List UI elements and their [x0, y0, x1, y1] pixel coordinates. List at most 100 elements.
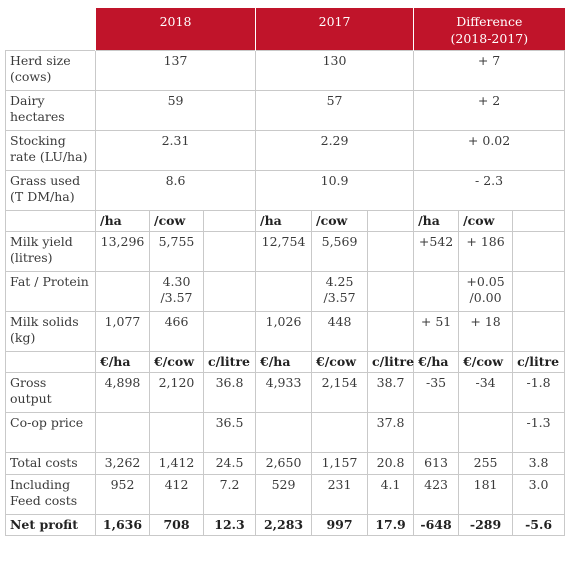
- table-cell: 4.25 /3.57: [311, 270, 369, 312]
- header-2018: 2018: [94, 8, 256, 50]
- table-cell: 952: [95, 473, 150, 515]
- header-2017: 2017: [255, 8, 414, 50]
- table-cell: 12,754: [255, 230, 313, 272]
- table-cell: [512, 310, 566, 352]
- table-cell: 4.1: [367, 473, 415, 515]
- table-cell: 466: [149, 310, 204, 352]
- table-row: Herd size (cows) 137 130 + 7: [5, 49, 566, 91]
- table-cell: 231: [311, 473, 369, 515]
- dairy-comparison-table: 2018 2017 Difference (2018-2017) Herd siz…: [5, 8, 566, 536]
- value-difference: + 2: [413, 89, 566, 131]
- net-profit-row: Net profit 1,636 708 12.3 2,283 997 17.9 -64…: [5, 513, 566, 536]
- value-2018: 137: [94, 49, 257, 91]
- table-cell: +0.05 /0.00: [458, 270, 514, 312]
- table-cell: [413, 411, 460, 453]
- table-cell: 7.2: [202, 473, 257, 515]
- table-cell: [255, 270, 313, 312]
- table-cell: [149, 411, 204, 453]
- table-row: Including Feed costs 952 412 7.2 529 231 4.1 42…: [5, 473, 566, 515]
- table-cell: -34: [458, 371, 514, 413]
- table-cell: + 186: [458, 230, 514, 272]
- table-cell: 3,262: [95, 451, 150, 475]
- table-cell: 613: [413, 451, 460, 475]
- table-row: Milk solids (kg) 1,077 466 1,026 448 + 51 + 18: [5, 310, 566, 352]
- table-cell: 4.30 /3.57: [149, 270, 204, 312]
- table-cell: 5,755: [149, 230, 204, 272]
- row-label: Fat / Protein: [5, 270, 96, 312]
- table-cell: [202, 270, 257, 312]
- table-row: Milk yield (litres) 13,296 5,755 12,754 5,56…: [5, 230, 566, 272]
- table-row: Gross output 4,898 2,120 36.8 4,933 2,154 38.7…: [5, 371, 566, 413]
- table-cell: [311, 411, 369, 453]
- table-cell: 529: [255, 473, 313, 515]
- table-cell: [95, 270, 150, 312]
- value-2018: 59: [94, 89, 257, 131]
- row-label: Milk yield (litres): [5, 230, 96, 272]
- table-cell: 2,154: [311, 371, 369, 413]
- table-cell: 37.8: [367, 411, 415, 453]
- table-cell: 2,650: [255, 451, 313, 475]
- table-cell: 448: [311, 310, 369, 352]
- table-cell: [367, 230, 415, 272]
- table-cell: + 18: [458, 310, 514, 352]
- row-label: Dairy hectares: [5, 89, 96, 131]
- table-row: Co-op price 36.5 37.8 -1.3: [5, 411, 566, 453]
- row-label: Gross output: [5, 371, 96, 413]
- table-cell: [95, 411, 150, 453]
- table-cell: 1,157: [311, 451, 369, 475]
- value-difference: + 7: [413, 49, 566, 91]
- row-label: Grass used (T DM/ha): [5, 169, 96, 211]
- milk-subheader-row: /ha/cow /ha/cow /ha/cow: [5, 209, 566, 232]
- table-cell: 20.8: [367, 451, 415, 475]
- year-header-row: 2018 2017 Difference (2018-2017): [5, 8, 565, 50]
- table-cell: -1.8: [512, 371, 566, 413]
- table-cell: [413, 270, 460, 312]
- table-cell: 255: [458, 451, 514, 475]
- table-row: Fat / Protein 4.30 /3.57 4.25 /3.57 +0.05 /…: [5, 270, 566, 312]
- table-cell: 5,569: [311, 230, 369, 272]
- table-cell: [512, 230, 566, 272]
- table-cell: [202, 230, 257, 272]
- table-cell: [512, 270, 566, 312]
- table-cell: [255, 411, 313, 453]
- table-cell: 412: [149, 473, 204, 515]
- table-cell: -1.3: [512, 411, 566, 453]
- row-label: Herd size (cows): [5, 49, 96, 91]
- table-cell: 36.8: [202, 371, 257, 413]
- row-label: Total costs: [5, 451, 96, 475]
- value-difference: - 2.3: [413, 169, 566, 211]
- row-label: Including Feed costs: [5, 473, 96, 515]
- table-row: Stocking rate (LU/ha) 2.31 2.29 + 0.02: [5, 129, 566, 171]
- table-cell: 2,120: [149, 371, 204, 413]
- table-cell: 1,077: [95, 310, 150, 352]
- table-cell: 3.8: [512, 451, 566, 475]
- header-difference: Difference (2018-2017): [413, 8, 565, 50]
- value-2018: 8.6: [94, 169, 257, 211]
- table-row: Total costs 3,262 1,412 24.5 2,650 1,157 20.8 6…: [5, 451, 566, 475]
- table-cell: 181: [458, 473, 514, 515]
- table-cell: + 51: [413, 310, 460, 352]
- row-label: Net profit: [5, 513, 96, 536]
- table-cell: 4,933: [255, 371, 313, 413]
- table-cell: [202, 310, 257, 352]
- table-cell: 423: [413, 473, 460, 515]
- table-cell: 1,026: [255, 310, 313, 352]
- table-cell: 13,296: [95, 230, 150, 272]
- table-cell: 38.7: [367, 371, 415, 413]
- table-cell: 1,412: [149, 451, 204, 475]
- row-label: Stocking rate (LU/ha): [5, 129, 96, 171]
- money-subheader-row: €/ha €/cow c/litre €/ha €/cow c/litre €/ha €/…: [5, 350, 566, 373]
- value-2017: 130: [255, 49, 415, 91]
- value-2017: 57: [255, 89, 415, 131]
- value-difference: + 0.02: [413, 129, 566, 171]
- table-row: Grass used (T DM/ha) 8.6 10.9- 2.3: [5, 169, 566, 211]
- table-row: Dairy hectares 59 57 + 2: [5, 89, 566, 131]
- table-cell: 4,898: [95, 371, 150, 413]
- value-2017: 2.29: [255, 129, 415, 171]
- table-cell: 24.5: [202, 451, 257, 475]
- row-label: Co-op price: [5, 411, 96, 453]
- table-cell: [367, 270, 415, 312]
- value-2018: 2.31: [94, 129, 257, 171]
- row-label: Milk solids (kg): [5, 310, 96, 352]
- table-cell: [458, 411, 514, 453]
